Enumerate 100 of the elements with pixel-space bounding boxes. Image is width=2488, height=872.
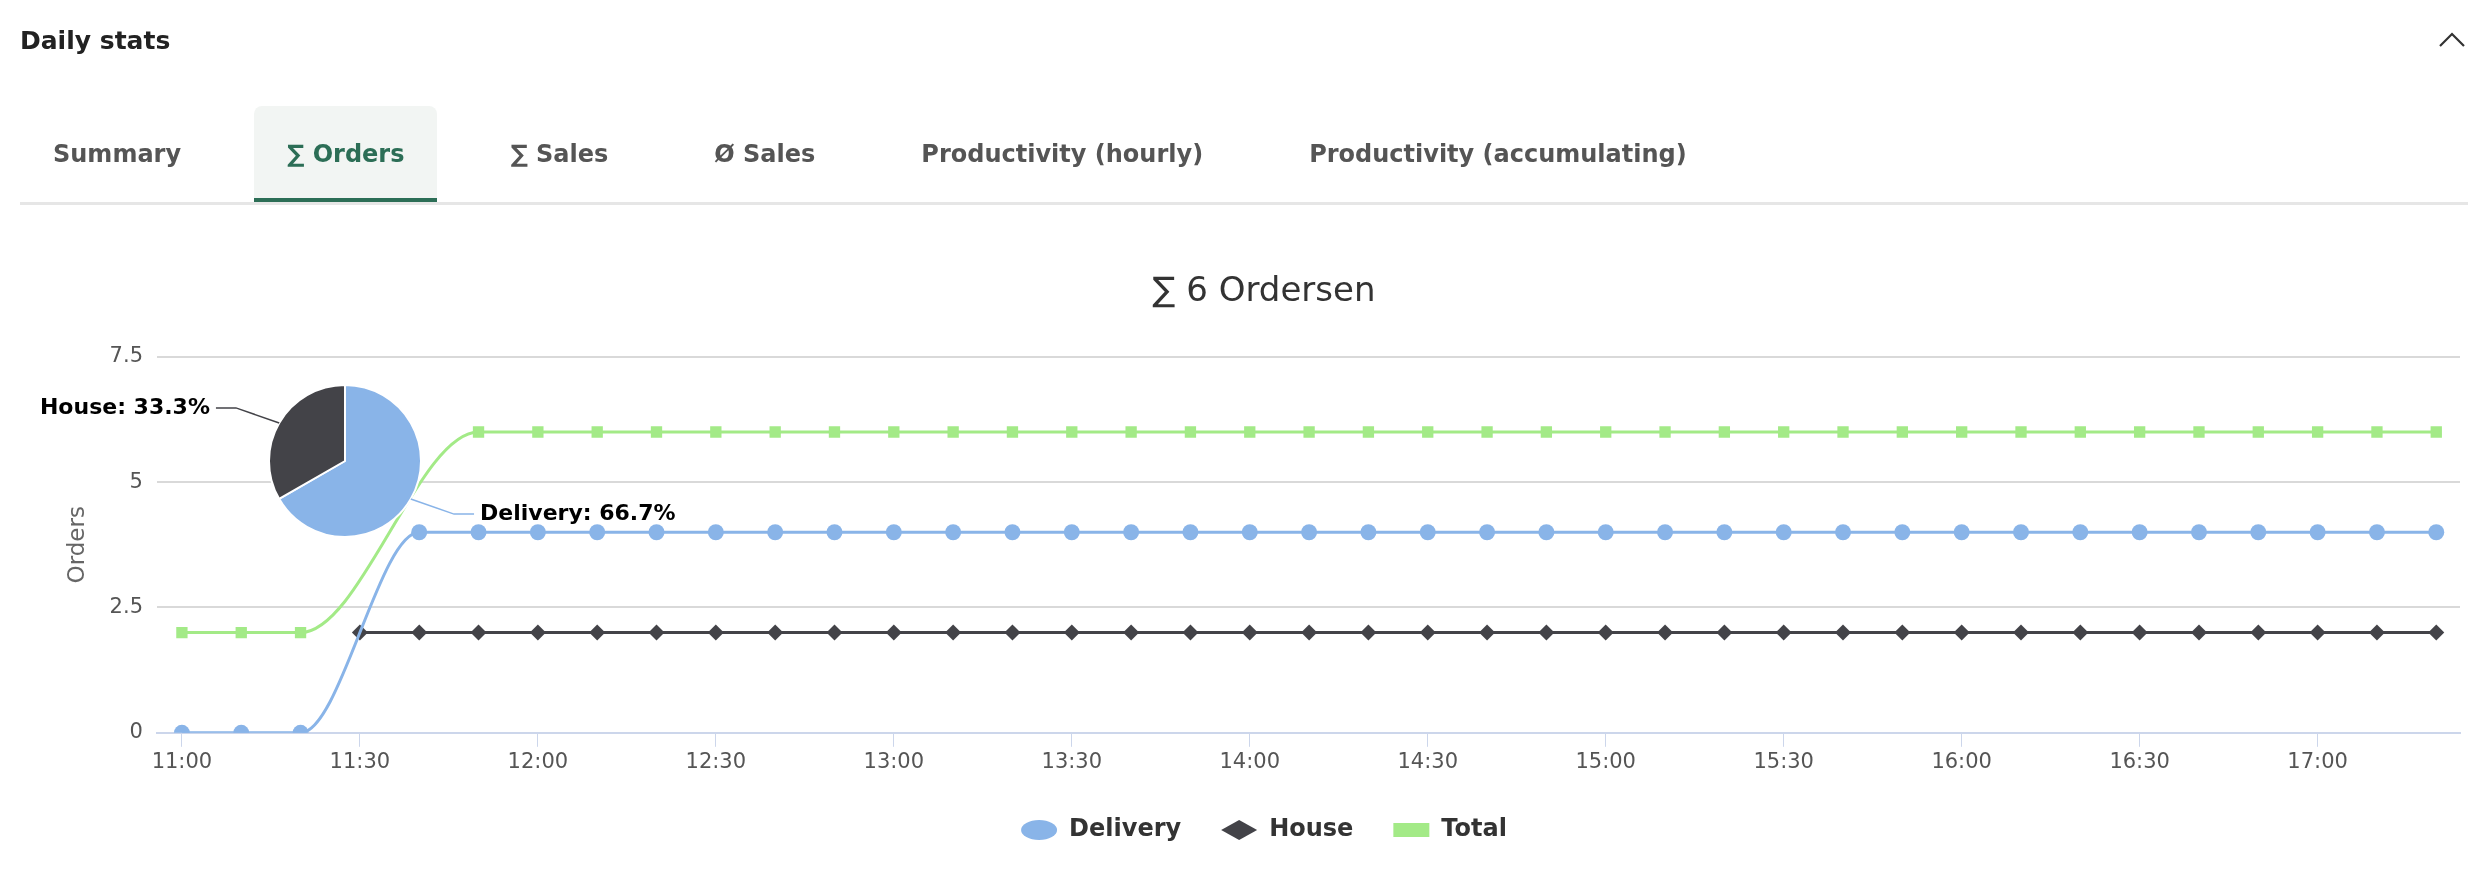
point	[529, 624, 546, 641]
point	[1422, 426, 1434, 438]
point	[2013, 524, 2030, 541]
point	[2190, 624, 2207, 641]
point	[828, 426, 841, 438]
point	[648, 624, 665, 641]
point	[1123, 624, 1140, 641]
point	[2190, 524, 2207, 541]
point	[2368, 524, 2385, 541]
x-tick-label: 16:30	[2109, 748, 2170, 773]
point	[2309, 524, 2326, 541]
point	[2074, 426, 2086, 438]
point	[529, 524, 546, 541]
slice-label: Delivery: 66.7%	[480, 499, 676, 525]
point	[2371, 426, 2383, 438]
point	[294, 626, 307, 639]
point	[1481, 426, 1493, 438]
point	[1301, 524, 1318, 541]
text: ∑ Sales	[509, 139, 610, 170]
point	[1004, 624, 1021, 641]
point	[1657, 624, 1674, 641]
point	[1063, 624, 1080, 641]
point	[1597, 524, 1614, 541]
point	[2250, 524, 2267, 541]
point	[1657, 524, 1674, 541]
point	[532, 426, 544, 438]
point	[1716, 624, 1733, 641]
point	[826, 624, 843, 641]
point	[1419, 524, 1436, 541]
point	[1953, 624, 1970, 641]
point	[1479, 624, 1496, 641]
x-tick-label: 16:00	[1931, 748, 1992, 773]
point	[769, 426, 781, 438]
point	[2428, 624, 2445, 641]
point	[2428, 524, 2445, 541]
point	[1778, 426, 1790, 438]
point	[2133, 426, 2146, 438]
point	[885, 524, 902, 541]
point	[2193, 426, 2205, 438]
point	[1360, 624, 1377, 641]
point	[591, 426, 603, 438]
y-tick-label: 5	[129, 468, 143, 493]
point	[2250, 624, 2267, 641]
point	[1301, 624, 1318, 641]
y-tick-label: 2.5	[109, 593, 143, 618]
point	[2013, 624, 2030, 641]
point	[1835, 624, 1852, 641]
point	[1953, 524, 1970, 541]
point	[945, 624, 962, 641]
point	[1837, 426, 1849, 438]
point	[2368, 624, 2385, 641]
x-tick-label: 12:30	[685, 748, 747, 773]
point	[1894, 524, 1911, 541]
point	[1775, 624, 1792, 641]
text: Summary	[52, 139, 183, 170]
point	[1716, 524, 1733, 541]
point	[826, 524, 843, 541]
point	[1360, 524, 1377, 541]
point	[1540, 426, 1553, 438]
slice-label: House: 33.3%	[39, 393, 210, 419]
point	[945, 524, 962, 541]
point	[710, 426, 722, 438]
point	[885, 624, 902, 641]
point	[1538, 624, 1555, 641]
point	[589, 524, 606, 541]
point	[589, 624, 606, 641]
point	[2015, 426, 2027, 438]
y-axis-title: Orders	[62, 506, 89, 584]
point	[472, 426, 485, 438]
point	[1956, 426, 1968, 438]
x-tick-label: 15:00	[1575, 748, 1636, 773]
point	[1241, 624, 1258, 641]
point	[2309, 624, 2326, 641]
point	[1659, 426, 1671, 438]
point	[1479, 524, 1496, 541]
point	[235, 626, 247, 639]
y-tick-label: 7.5	[109, 343, 143, 368]
point	[1419, 624, 1436, 641]
point	[707, 524, 724, 541]
point	[1006, 426, 1019, 438]
point	[1063, 524, 1080, 541]
point	[1600, 426, 1612, 438]
point	[1362, 426, 1375, 438]
point	[1004, 524, 1021, 541]
point	[1184, 426, 1197, 438]
text: Productivity (hourly)	[920, 139, 1205, 170]
legend-label: Delivery	[1069, 814, 1182, 843]
point	[1835, 524, 1852, 541]
x-tick-label: 11:00	[151, 748, 213, 773]
point	[1597, 624, 1614, 641]
legend-label: House	[1269, 814, 1354, 843]
point	[650, 426, 663, 438]
point	[1775, 524, 1792, 541]
text: ∑ Orders	[254, 106, 438, 202]
text: Daily stats	[20, 26, 171, 55]
point	[2430, 426, 2442, 438]
point	[2311, 426, 2324, 438]
point	[1066, 426, 1078, 438]
point	[470, 624, 487, 641]
x-tick-label: 14:00	[1219, 748, 1281, 773]
